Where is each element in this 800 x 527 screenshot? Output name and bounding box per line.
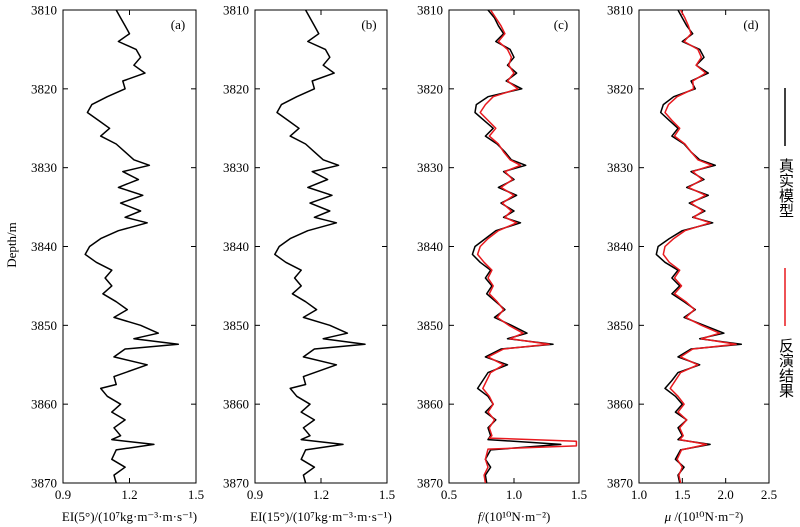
plot-frame — [62, 9, 197, 484]
x-tick-label: 0.9 — [247, 487, 263, 502]
x-tick-label: 1.0 — [506, 487, 522, 502]
y-tick-label: 3830 — [223, 160, 249, 175]
x-axis-label: EI(15°)/(10⁷kg·m⁻³·m·s⁻¹) — [250, 509, 392, 524]
legend-item-inversion: 反演结果 — [777, 268, 794, 398]
y-tick-label: 3840 — [607, 239, 633, 254]
y-tick-label: 3810 — [223, 3, 249, 18]
y-tick-label: 3850 — [31, 318, 57, 333]
plot-frame — [254, 9, 388, 484]
y-tick-label: 3840 — [223, 239, 249, 254]
y-tick-label: 3810 — [417, 3, 443, 18]
x-tick-label: 2.5 — [761, 487, 777, 502]
y-tick-label: 3850 — [223, 318, 249, 333]
y-tick-label: 3860 — [223, 397, 249, 412]
y-tick-label: 3860 — [417, 397, 443, 412]
y-tick-label: 3820 — [607, 81, 633, 96]
y-tick-label: 3870 — [223, 476, 249, 491]
y-tick-label: 3870 — [417, 476, 443, 491]
y-tick-label: 3830 — [31, 160, 57, 175]
y-tick-label: 3870 — [31, 476, 57, 491]
y-tick-label: 3870 — [607, 476, 633, 491]
x-axis-label-units: /(10¹⁰N·m⁻²) — [671, 509, 743, 524]
x-tick-label: 1.5 — [571, 487, 587, 502]
x-tick-label: 0.9 — [55, 487, 71, 502]
x-axis-label: EI(5°)/(10⁷kg·m⁻³·m·s⁻¹) — [62, 509, 197, 524]
y-tick-label: 3810 — [31, 3, 57, 18]
y-tick-label: 3820 — [223, 81, 249, 96]
x-axis-label-symbol: μ — [664, 509, 672, 524]
true-model-line-a — [84, 10, 180, 483]
panel-label: (a) — [171, 17, 185, 32]
x-axis-label: μ /(10¹⁰N·m⁻²) — [664, 509, 744, 524]
x-tick-label: 1.2 — [121, 487, 137, 502]
x-tick-label: 2.0 — [718, 487, 734, 502]
x-tick-label: 1.0 — [631, 487, 647, 502]
x-axis-label: f/(10¹⁰N·m⁻²) — [478, 509, 551, 524]
true-model-line-b — [274, 10, 366, 483]
y-tick-label: 3830 — [417, 160, 443, 175]
y-axis-title: Depth/m — [4, 222, 19, 268]
panel-label: (c) — [554, 17, 568, 32]
panel-label: (d) — [743, 17, 758, 32]
y-tick-label: 3820 — [31, 81, 57, 96]
y-tick-label: 3850 — [607, 318, 633, 333]
x-tick-label: 1.5 — [188, 487, 204, 502]
y-tick-label: 3830 — [607, 160, 633, 175]
x-tick-label: 1.5 — [674, 487, 690, 502]
panel-label: (b) — [361, 17, 376, 32]
y-tick-label: 3860 — [31, 397, 57, 412]
y-tick-label: 3860 — [607, 397, 633, 412]
y-tick-label: 3850 — [417, 318, 443, 333]
y-tick-label: 3820 — [417, 81, 443, 96]
true-model-line-d — [655, 10, 743, 483]
x-tick-label: 1.5 — [379, 487, 395, 502]
inversion-line-c — [476, 10, 578, 483]
y-tick-label: 3840 — [31, 239, 57, 254]
y-tick-label: 3840 — [417, 239, 443, 254]
legend-item-true-model: 真实模型 — [777, 88, 794, 218]
x-tick-label: 1.2 — [313, 487, 329, 502]
true-model-line-c — [471, 10, 562, 483]
legend-label: 反演结果 — [777, 338, 794, 398]
plot-frame — [448, 9, 580, 484]
legend-label: 真实模型 — [777, 157, 794, 218]
inversion-line-d — [662, 10, 737, 483]
x-axis-label-symbol: f — [478, 509, 484, 524]
x-axis-label-units: /(10¹⁰N·m⁻²) — [481, 509, 550, 524]
y-tick-label: 3810 — [607, 3, 633, 18]
x-tick-label: 0.5 — [441, 487, 457, 502]
